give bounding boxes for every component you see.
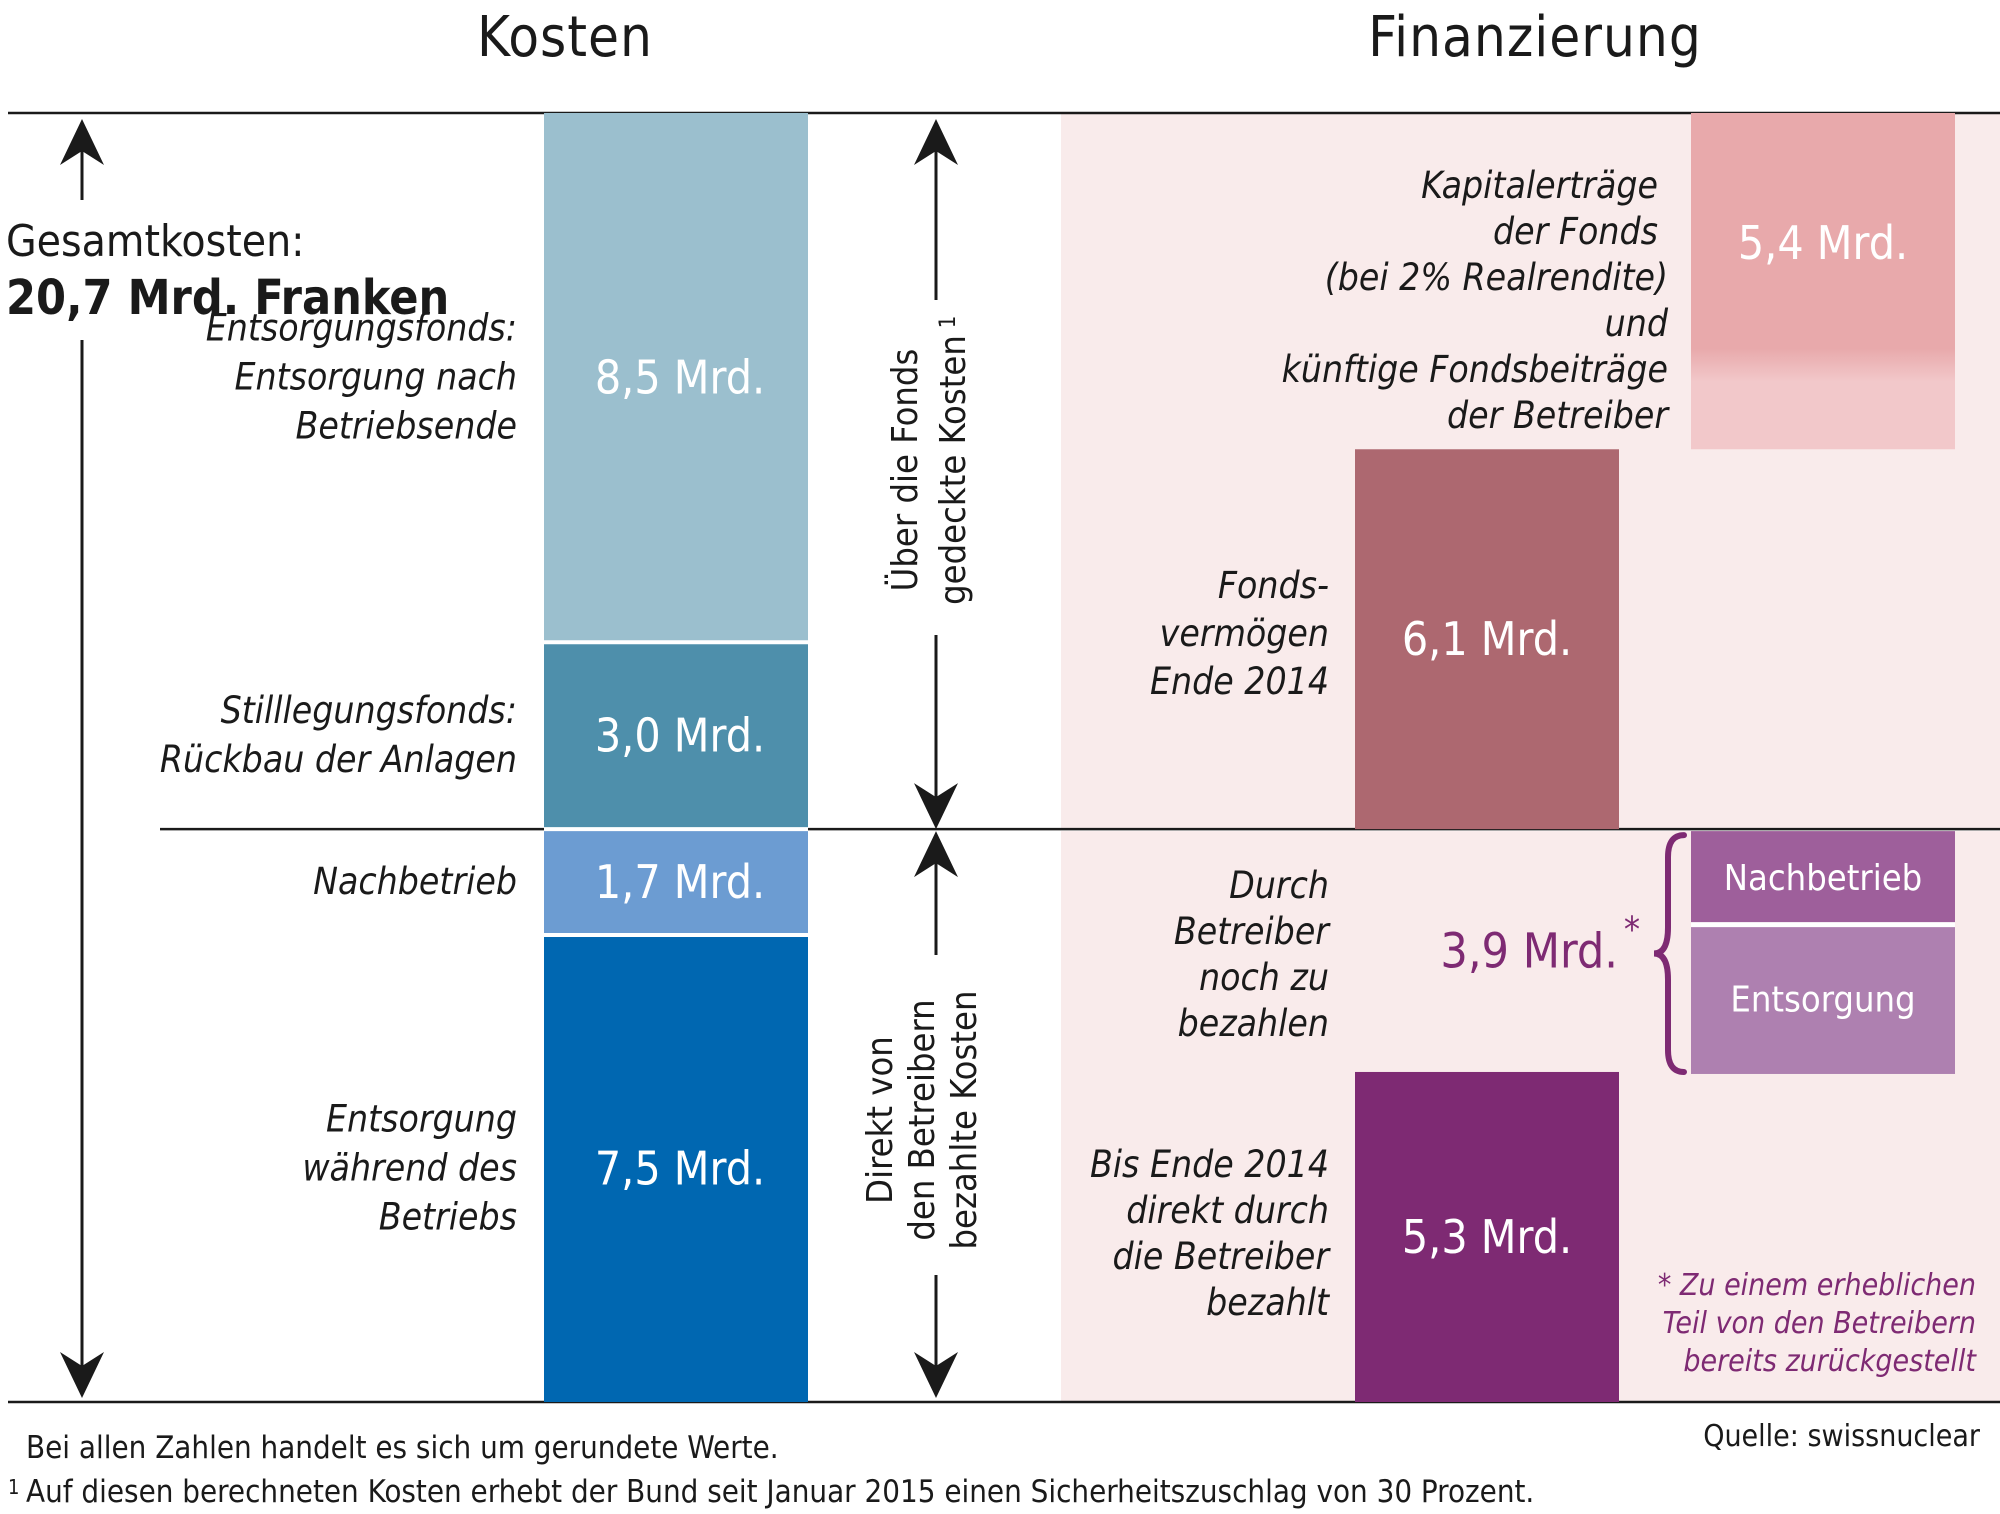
kosten-bar-entsorgungsfonds — [544, 113, 808, 643]
kosten-value-entsorgungsfonds: 8,5 Mrd. — [595, 351, 765, 405]
kosten-value-stilllegungsfonds: 3,0 Mrd. — [595, 709, 765, 763]
footnote-general: Bei allen Zahlen handelt es sich um geru… — [26, 1430, 779, 1466]
finanz-part-nachbetrieb: Nachbetrieb — [1724, 858, 1922, 899]
finanz-label-kapitalertraege-line-1: Kapitalerträge — [1421, 164, 1658, 207]
finanz-label-noch-zu-bezahlen-line-3: noch zu — [1199, 956, 1329, 999]
finanz-bar-bezahlt — [1355, 1071, 1619, 1402]
kosten-label-nachbetrieb-line-1: Nachbetrieb — [313, 860, 517, 903]
annotation-line-1: * Zu einem erheblichen — [1658, 1268, 1976, 1303]
finanz-value-star: * — [1624, 910, 1640, 951]
finanz-label-kapitalertraege-line-6: der Betreiber — [1447, 394, 1670, 437]
footnote-1: Auf diesen berechneten Kosten erhebt der… — [26, 1474, 1534, 1510]
finanz-label-bezahlt-line-4: bezahlt — [1206, 1281, 1331, 1324]
total-label: Gesamtkosten: — [6, 216, 305, 267]
finanz-label-fondsvermoegen-line-2: vermögen — [1160, 612, 1329, 655]
direkt-arrow-head-down — [914, 1352, 958, 1398]
footnote-mark: 1 — [8, 1475, 19, 1499]
kosten-value-entsorgung_betrieb: 7,5 Mrd. — [595, 1141, 765, 1195]
kosten-label-entsorgungsfonds-line-3: Betriebsende — [296, 405, 517, 448]
finanz-label-kapitalertraege-line-4: und — [1605, 302, 1669, 345]
kosten-label-entsorgungsfonds-line-2: Entsorgung nach — [234, 356, 517, 399]
finanz-bar-entsorgung — [1691, 924, 1955, 1074]
annotation-line-3: bereits zurückgestellt — [1683, 1344, 1977, 1379]
finanz-value-bezahlt: 5,3 Mrd. — [1402, 1210, 1572, 1264]
total-value: 20,7 Mrd. Franken — [6, 270, 449, 326]
fonds-bracket-label-line-1: Über die Fonds — [884, 349, 926, 592]
fonds-arrow-head-down — [914, 783, 958, 830]
total-arrow-head-up — [60, 119, 104, 165]
finanzierung-header: Finanzierung — [1368, 5, 1702, 70]
fonds-arrow-head-up — [914, 119, 958, 165]
kosten-label-entsorgung_betrieb-line-1: Entsorgung — [326, 1097, 517, 1140]
direkt-bracket-label-line-2: den Betreibern — [902, 999, 943, 1240]
finanz-label-kapitalertraege-line-5: künftige Fondsbeiträge — [1282, 348, 1668, 391]
finanz-label-kapitalertraege-line-2: der Fonds — [1493, 210, 1658, 253]
finanz-label-bezahlt-line-1: Bis Ende 2014 — [1090, 1143, 1329, 1186]
kosten-label-entsorgungsfonds-line-1: Entsorgungsfonds: — [206, 307, 517, 350]
direkt-bracket-label-line-1: Direkt von — [860, 1036, 901, 1204]
annotation-line-2: Teil von den Betreibern — [1663, 1306, 1976, 1341]
finanz-value-fondsvermoegen: 6,1 Mrd. — [1402, 612, 1572, 666]
finanz-bar-fondsvermoegen — [1355, 449, 1619, 830]
kosten-bar-stilllegungsfonds — [544, 642, 808, 830]
kosten-header: Kosten — [477, 5, 653, 70]
finanz-value-kapitalertraege: 5,4 Mrd. — [1738, 216, 1908, 270]
finanz-label-fondsvermoegen-line-3: Ende 2014 — [1150, 660, 1329, 703]
finanz-label-noch-zu-bezahlen-line-1: Durch — [1229, 864, 1329, 907]
direkt-arrow-head-up — [914, 831, 958, 878]
curly-brace — [1653, 832, 1687, 1075]
finanz-label-bezahlt-line-3: die Betreiber — [1112, 1235, 1331, 1278]
finanz-bar-kapitalertraege — [1691, 113, 1955, 450]
kosten-label-entsorgung_betrieb-line-3: Betriebs — [379, 1195, 517, 1238]
source-label: Quelle: swissnuclear — [1703, 1419, 1981, 1454]
fonds-bracket-label-line-2: gedeckte Kosten — [933, 335, 974, 605]
kosten-label-entsorgung_betrieb-line-2: während des — [302, 1146, 517, 1189]
kosten-value-nachbetrieb: 1,7 Mrd. — [595, 855, 765, 909]
finanz-label-fondsvermoegen-line-1: Fonds- — [1218, 564, 1329, 607]
total-arrow-head-down — [60, 1352, 104, 1398]
finanz-label-bezahlt-line-2: direkt durch — [1126, 1189, 1329, 1232]
kosten-bar-nachbetrieb — [544, 829, 808, 935]
finanz-label-kapitalertraege-line-3: (bei 2% Realrendite) — [1325, 256, 1668, 299]
fonds-bracket-footnote-mark: 1 — [936, 316, 961, 329]
kosten-label-stilllegungsfonds-line-2: Rückbau der Anlagen — [160, 738, 517, 781]
finanz-value-noch-zu-bezahlen: 3,9 Mrd. — [1440, 924, 1618, 980]
kosten-label-stilllegungsfonds-line-1: Stilllegungsfonds: — [221, 689, 517, 732]
kosten-bar-entsorgung_betrieb — [544, 934, 808, 1402]
finanz-label-noch-zu-bezahlen-line-2: Betreiber — [1174, 910, 1331, 953]
finanz-bar-nachbetrieb — [1691, 831, 1955, 925]
direkt-bracket-label-line-3: bezahlte Kosten — [944, 990, 985, 1249]
finanz-label-noch-zu-bezahlen-line-4: bezahlen — [1178, 1002, 1329, 1045]
finanz-part-entsorgung: Entsorgung — [1730, 979, 1915, 1020]
